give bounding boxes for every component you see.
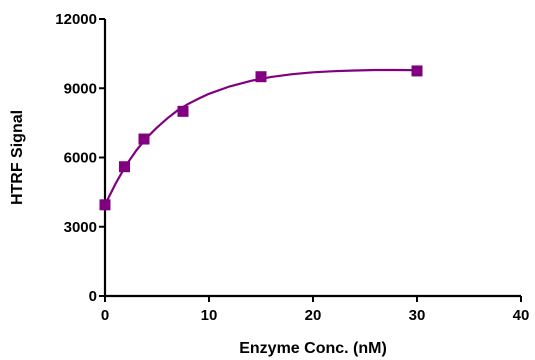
data-point [412, 65, 423, 76]
data-point [178, 106, 189, 117]
data-point [100, 199, 111, 210]
y-tick-label: 3000 [64, 219, 97, 236]
fit-curve [105, 70, 417, 205]
y-tick-label: 9000 [64, 80, 97, 97]
x-tick-label: 40 [513, 307, 530, 324]
y-tick-label: 0 [89, 288, 97, 305]
x-tick-label: 0 [101, 307, 109, 324]
y-tick-label: 12000 [55, 11, 97, 28]
y-axis-title: HTRF Signal [9, 110, 26, 205]
data-point [119, 161, 130, 172]
data-point [256, 71, 267, 82]
data-point [139, 134, 150, 145]
x-axis-title: Enzyme Conc. (nM) [239, 340, 387, 357]
x-tick-label: 20 [305, 307, 322, 324]
fit-curve-group [105, 70, 417, 205]
y-tick-label: 6000 [64, 150, 97, 167]
x-tick-label: 10 [201, 307, 218, 324]
data-points [100, 65, 423, 210]
x-tick-label: 30 [409, 307, 426, 324]
